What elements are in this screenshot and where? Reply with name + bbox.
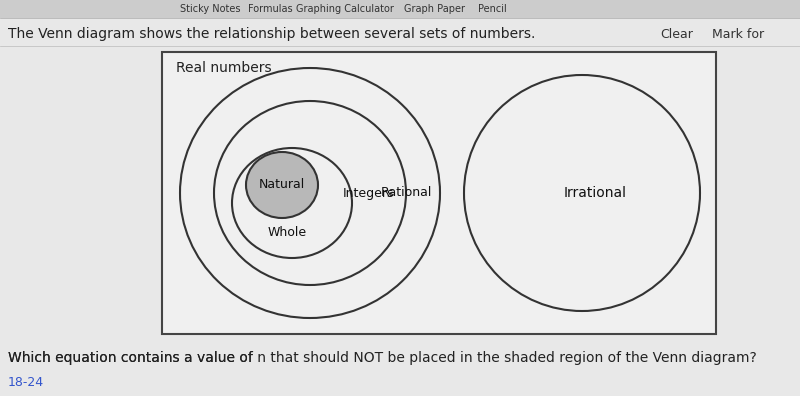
Text: Which equation contains a value of: Which equation contains a value of (8, 351, 258, 365)
Text: Graphing Calculator: Graphing Calculator (296, 4, 394, 14)
Text: Whole: Whole (267, 227, 306, 240)
Text: Graph Paper: Graph Paper (405, 4, 466, 14)
Bar (162, 52, 716, 334)
Ellipse shape (246, 152, 318, 218)
Text: Which equation contains a value of n that should NOT be placed in the shaded reg: Which equation contains a value of n tha… (8, 351, 757, 365)
Text: 18-24: 18-24 (8, 377, 44, 390)
Text: Pencil: Pencil (478, 4, 506, 14)
Text: Real numbers: Real numbers (176, 61, 272, 75)
Text: Natural: Natural (259, 179, 305, 192)
Bar (0, 0, 800, 18)
Text: Sticky Notes: Sticky Notes (180, 4, 240, 14)
Text: Clear: Clear (660, 27, 693, 40)
Text: Formulas: Formulas (248, 4, 292, 14)
Text: Mark for: Mark for (712, 27, 764, 40)
Text: The Venn diagram shows the relationship between several sets of numbers.: The Venn diagram shows the relationship … (8, 27, 535, 41)
Text: Irrational: Irrational (564, 186, 627, 200)
Text: Integers: Integers (342, 187, 394, 200)
Text: Rational: Rational (381, 187, 432, 200)
